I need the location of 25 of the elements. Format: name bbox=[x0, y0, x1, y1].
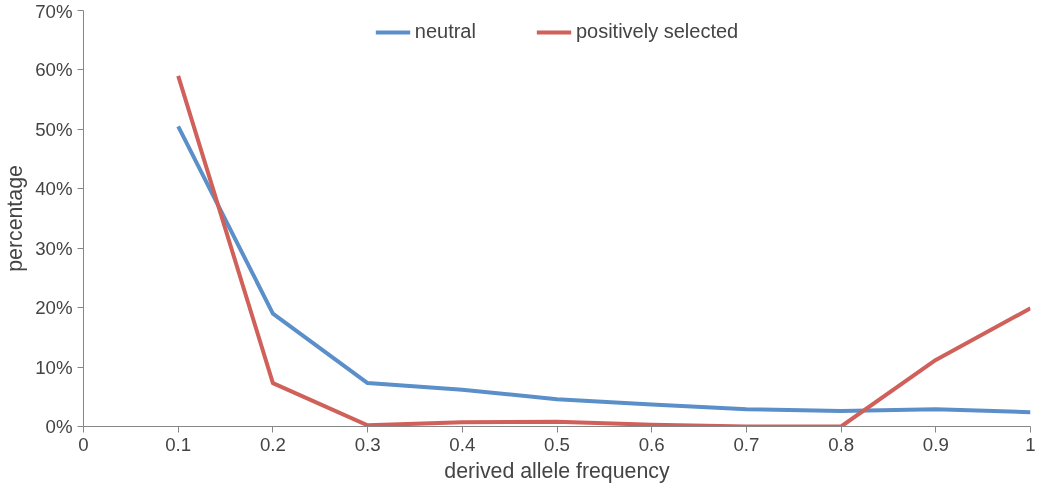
y-tick-label: 0% bbox=[45, 416, 73, 437]
x-tick-label: 0.6 bbox=[638, 433, 665, 455]
y-axis-title: percentage bbox=[3, 165, 28, 272]
x-tick-label: 0.3 bbox=[354, 433, 381, 455]
line-series bbox=[176, 73, 1031, 427]
x-tick-label: 0.2 bbox=[259, 433, 286, 455]
x-tick-label: 0.4 bbox=[449, 433, 476, 455]
y-tick-label: 60% bbox=[35, 59, 73, 81]
x-tick-label: 1 bbox=[1025, 433, 1036, 455]
y-tick-label: 20% bbox=[35, 297, 73, 319]
y-tick-label: 70% bbox=[35, 0, 73, 22]
x-tick-label: 0.7 bbox=[733, 433, 760, 455]
y-tick-label: 10% bbox=[35, 356, 73, 378]
y-tick-label: 40% bbox=[35, 178, 73, 200]
legend-label: positively selected bbox=[575, 20, 739, 43]
legend-label: neutral bbox=[414, 20, 476, 43]
x-tick-label: 0.5 bbox=[544, 433, 570, 455]
x-tick-label: 0.9 bbox=[922, 433, 949, 455]
y-tick-label: 50% bbox=[35, 118, 73, 140]
x-tick-label: 0 bbox=[78, 433, 89, 455]
x-tick-label: 0.8 bbox=[828, 433, 855, 455]
x-axis-title: derived allele frequency bbox=[444, 458, 670, 483]
x-tick-label: 0.1 bbox=[165, 433, 192, 455]
y-tick-label: 30% bbox=[35, 237, 73, 259]
line-series bbox=[176, 124, 1031, 415]
